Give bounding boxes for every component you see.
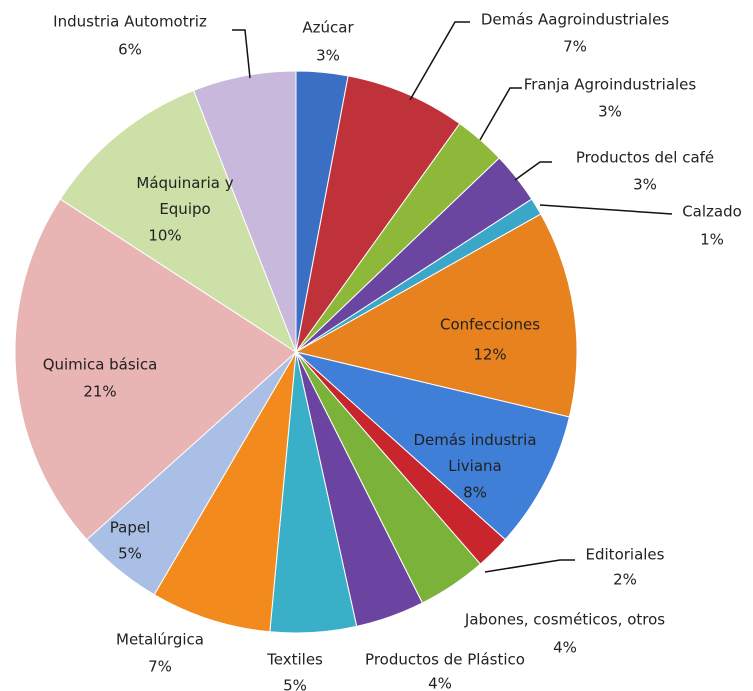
value-label: 10% [148, 227, 181, 245]
value-label: 7% [148, 658, 172, 676]
leader-line [539, 204, 673, 215]
slice-label: Metalúrgica [116, 631, 204, 649]
pie-slice [294, 213, 578, 418]
slice-label: Calzado [682, 203, 742, 221]
pie-slice [192, 70, 297, 353]
slice-label: Jabones, cosméticos, otros [464, 611, 665, 629]
value-label: 21% [83, 383, 116, 401]
value-label: 5% [118, 545, 142, 563]
value-label: 1% [700, 231, 724, 249]
value-label: 3% [316, 47, 340, 65]
slice-label: Productos de Plástico [365, 651, 525, 669]
leader-line [484, 559, 575, 573]
pie-slice [295, 351, 570, 541]
slice-label: Máquinaria y Equipo [136, 174, 233, 218]
leader-line [479, 87, 522, 141]
slice-label: Textiles [266, 651, 323, 669]
value-label: 3% [633, 176, 657, 194]
value-label: 5% [283, 677, 307, 691]
pie-slice [59, 89, 298, 354]
slice-label: Franja Agroindustriales [524, 76, 697, 94]
slice-label: Confecciones [440, 316, 540, 334]
value-label: 2% [613, 571, 637, 589]
slice-label: Industria Automotriz [53, 13, 207, 31]
leader-line [232, 29, 251, 79]
leader-line [409, 21, 470, 101]
slice-label: Productos del café [576, 149, 714, 167]
slice-label: Demás industria Liviana [413, 431, 536, 475]
slice-label: Quimica básica [43, 356, 158, 374]
slice-label: Editoriales [586, 546, 665, 564]
value-label: 3% [598, 103, 622, 121]
value-label: 4% [553, 639, 577, 657]
pie-slice [153, 351, 297, 633]
value-label: 12% [473, 346, 506, 364]
slice-label: Azúcar [302, 19, 354, 37]
slice-label: Papel [110, 519, 150, 537]
leader-line [514, 161, 552, 181]
value-label: 4% [428, 675, 452, 691]
value-label: 7% [563, 38, 587, 56]
value-label: 6% [118, 41, 142, 59]
pie-slice [14, 198, 297, 541]
pie-slice [295, 75, 461, 353]
slice-label: Demás Aagroindustriales [481, 11, 669, 29]
value-label: 8% [463, 484, 487, 502]
